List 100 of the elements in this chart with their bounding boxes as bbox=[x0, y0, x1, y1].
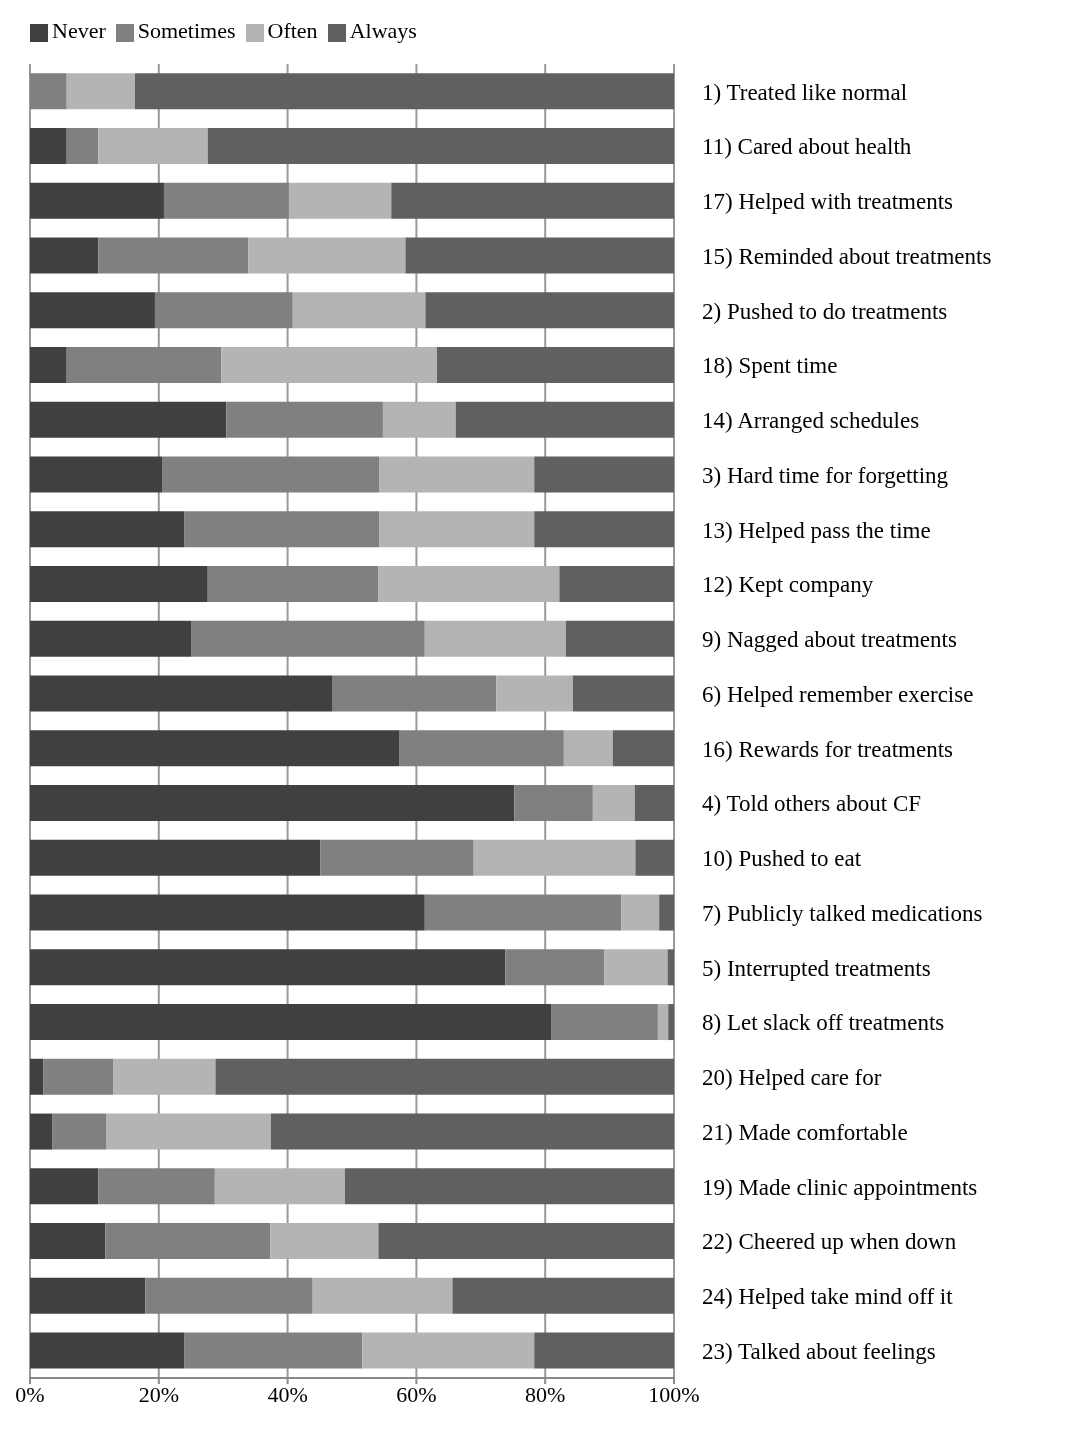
bar bbox=[30, 128, 67, 165]
bar bbox=[270, 1113, 674, 1150]
bar bbox=[30, 1004, 552, 1041]
bar bbox=[30, 511, 185, 548]
bar bbox=[332, 675, 497, 712]
y-tick-label: 17) Helped with treatments bbox=[702, 189, 954, 215]
bar bbox=[635, 839, 674, 876]
bar bbox=[378, 1223, 674, 1260]
bar bbox=[145, 1277, 313, 1314]
bar bbox=[572, 675, 674, 712]
y-tick-label: 13) Helped pass the time bbox=[702, 517, 931, 543]
bar bbox=[604, 949, 668, 986]
bar bbox=[66, 73, 135, 110]
bar bbox=[30, 730, 400, 767]
bar bbox=[288, 182, 392, 219]
y-tick-label: 24) Helped take mind off it bbox=[702, 1284, 954, 1310]
bar bbox=[657, 1004, 669, 1041]
bar bbox=[113, 1058, 216, 1095]
bar bbox=[634, 785, 674, 822]
bar bbox=[455, 401, 674, 438]
bar bbox=[659, 894, 674, 931]
bar bbox=[30, 1113, 53, 1150]
y-tick-label: 10) Pushed to eat bbox=[702, 846, 862, 872]
y-tick-label: 14) Arranged schedules bbox=[702, 408, 920, 434]
y-tick-label: 16) Rewards for treatments bbox=[702, 736, 954, 762]
bar bbox=[344, 1168, 674, 1205]
bar bbox=[30, 237, 99, 274]
bar bbox=[382, 401, 456, 438]
bar bbox=[534, 1332, 674, 1369]
bar bbox=[207, 128, 674, 165]
bar bbox=[105, 1223, 271, 1260]
bar bbox=[30, 839, 321, 876]
y-tick-label: 9) Nagged about treatments bbox=[702, 627, 957, 653]
bar bbox=[184, 511, 380, 548]
bar bbox=[154, 292, 293, 329]
y-tick-label: 20) Helped care for bbox=[702, 1065, 882, 1091]
bar bbox=[30, 1168, 99, 1205]
bar bbox=[30, 347, 67, 384]
legend-label: Never bbox=[52, 18, 106, 43]
bar bbox=[214, 1168, 345, 1205]
bar bbox=[30, 949, 506, 986]
y-tick-label: 18) Spent time bbox=[702, 353, 838, 379]
bar bbox=[98, 128, 208, 165]
bar bbox=[320, 839, 474, 876]
bar bbox=[30, 894, 425, 931]
y-tick-label: 8) Let slack off treatments bbox=[702, 1010, 945, 1036]
bar bbox=[379, 511, 535, 548]
bar bbox=[66, 347, 222, 384]
x-tick-label: 60% bbox=[396, 1381, 437, 1407]
y-tick-label: 7) Publicly talked medications bbox=[702, 900, 983, 926]
bar bbox=[163, 182, 289, 219]
bar bbox=[534, 456, 674, 493]
bar bbox=[612, 730, 674, 767]
bar bbox=[30, 73, 67, 110]
x-tick-label: 40% bbox=[267, 1381, 308, 1407]
bar bbox=[379, 456, 535, 493]
bar bbox=[391, 182, 674, 219]
bar bbox=[30, 785, 515, 822]
bar bbox=[98, 237, 249, 274]
y-tick-label: 12) Kept company bbox=[702, 572, 874, 598]
bar bbox=[52, 1113, 106, 1150]
bar bbox=[496, 675, 573, 712]
bar bbox=[551, 1004, 658, 1041]
bar bbox=[312, 1277, 453, 1314]
bar bbox=[207, 566, 379, 603]
bar bbox=[30, 456, 163, 493]
bar bbox=[425, 292, 674, 329]
bar bbox=[221, 347, 438, 384]
bar bbox=[66, 128, 99, 165]
x-tick-label: 100% bbox=[648, 1381, 700, 1407]
y-tick-label: 1) Treated like normal bbox=[702, 79, 908, 105]
y-tick-label: 23) Talked about feelings bbox=[702, 1338, 936, 1364]
y-tick-label: 4) Told others about CF bbox=[702, 791, 922, 817]
bar bbox=[362, 1332, 535, 1369]
y-tick-label: 2) Pushed to do treatments bbox=[702, 298, 948, 324]
bar bbox=[30, 1058, 44, 1095]
bar bbox=[215, 1058, 674, 1095]
bar bbox=[452, 1277, 674, 1314]
x-tick-label: 80% bbox=[525, 1381, 566, 1407]
bar bbox=[30, 292, 155, 329]
bar bbox=[43, 1058, 114, 1095]
bar bbox=[191, 620, 425, 657]
bar bbox=[405, 237, 674, 274]
bar bbox=[270, 1223, 379, 1260]
bar bbox=[30, 1223, 106, 1260]
y-tick-label: 11) Cared about health bbox=[702, 134, 912, 160]
bar bbox=[226, 401, 383, 438]
bar bbox=[30, 1332, 185, 1369]
bar bbox=[592, 785, 635, 822]
bar bbox=[424, 620, 566, 657]
bar bbox=[667, 949, 674, 986]
y-tick-label: 19) Made clinic appointments bbox=[702, 1174, 978, 1200]
bar bbox=[437, 347, 674, 384]
bar bbox=[30, 401, 227, 438]
bar bbox=[30, 566, 208, 603]
legend-label: Always bbox=[349, 18, 417, 43]
bar bbox=[162, 456, 380, 493]
bar bbox=[565, 620, 674, 657]
bar bbox=[98, 1168, 215, 1205]
bar bbox=[30, 182, 164, 219]
